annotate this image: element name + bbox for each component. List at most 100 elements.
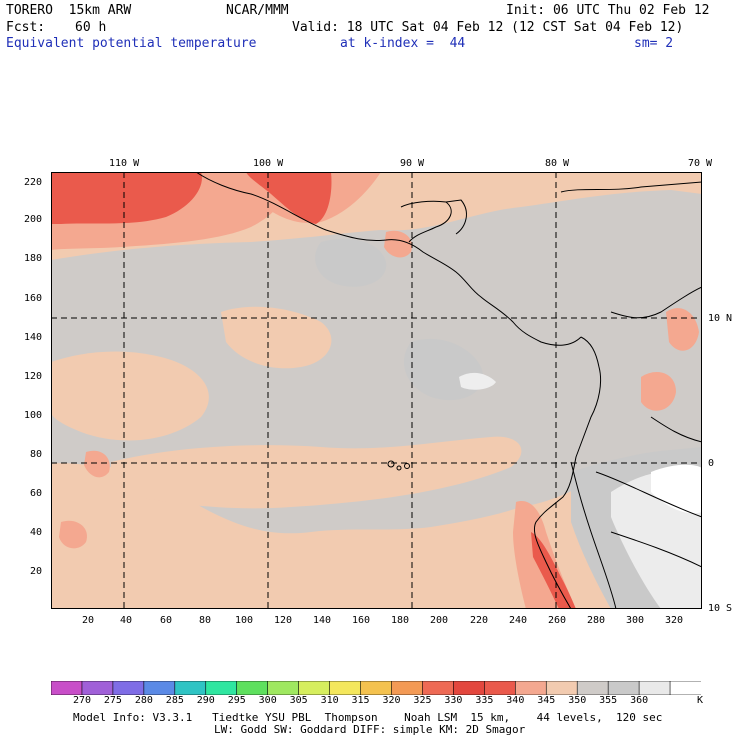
y-tick-label: 20 bbox=[30, 566, 43, 577]
colorbar-swatch bbox=[360, 681, 393, 695]
lon-label-80w: 80 W bbox=[545, 158, 570, 169]
lat-label-10s: 10 S bbox=[708, 603, 733, 614]
field-name: Equivalent potential temperature bbox=[6, 36, 257, 51]
footer-model-info: Model Info: V3.3.1 Tiedtke YSU PBL Thomp… bbox=[73, 711, 663, 724]
x-tick-label: 160 bbox=[352, 615, 371, 626]
colorbar-tick-label: 295 bbox=[227, 695, 246, 706]
colorbar-tick-label: 355 bbox=[599, 695, 618, 706]
colorbar-swatch bbox=[143, 681, 176, 695]
lat-label-equator: 0 bbox=[708, 458, 715, 469]
level-label: at k-index = 44 bbox=[340, 36, 466, 51]
colorbar-tick-label: 350 bbox=[568, 695, 587, 706]
white-patch-gulf bbox=[459, 372, 496, 390]
colorbar-tick-label: 305 bbox=[289, 695, 308, 706]
x-tick-label: 240 bbox=[509, 615, 528, 626]
colorbar-swatch bbox=[514, 681, 548, 695]
colorbar-swatch bbox=[576, 681, 609, 695]
x-tick-label: 100 bbox=[235, 615, 254, 626]
colorbar-tick-label: 325 bbox=[413, 695, 432, 706]
colorbar-tick-label: 270 bbox=[72, 695, 91, 706]
footer-physics: LW: Godd SW: Goddard DIFF: simple KM: 2D… bbox=[214, 723, 526, 736]
colorbar-tick-label: 330 bbox=[444, 695, 463, 706]
colorbar-swatch bbox=[545, 681, 578, 695]
model-title: TORERO 15km ARW bbox=[6, 3, 132, 18]
colorbar-swatch bbox=[236, 681, 269, 695]
lon-label-100w: 100 W bbox=[253, 158, 284, 169]
lon-label-70w: 70 W bbox=[688, 158, 713, 169]
colorbar-swatch bbox=[669, 681, 701, 695]
colorbar-swatch bbox=[607, 681, 640, 695]
colorbar-swatch bbox=[484, 681, 517, 695]
x-tick-label: 320 bbox=[665, 615, 684, 626]
colorbar-tick-label: 335 bbox=[475, 695, 494, 706]
gray-patch-north bbox=[315, 238, 387, 287]
x-tick-label: 280 bbox=[587, 615, 606, 626]
latlon-grid bbox=[51, 172, 702, 609]
colorbar-tick-label: 345 bbox=[537, 695, 556, 706]
colorbar-swatch bbox=[51, 681, 83, 695]
colorbar-swatch bbox=[205, 681, 238, 695]
pink-patch-sw bbox=[59, 520, 87, 549]
peach-patch-west bbox=[51, 351, 209, 441]
colorbar-tick-label: 300 bbox=[258, 695, 277, 706]
colorbar-tick-label: 340 bbox=[506, 695, 525, 706]
y-tick-label: 80 bbox=[30, 449, 43, 460]
forecast-hours: 60 h bbox=[75, 20, 107, 35]
y-tick-label: 60 bbox=[30, 488, 43, 499]
y-tick-label: 200 bbox=[24, 214, 43, 225]
y-tick-label: 40 bbox=[30, 527, 43, 538]
colorbar-tick-label: 360 bbox=[630, 695, 649, 706]
colorbar-swatch bbox=[174, 681, 207, 695]
colorbar-tick-label: 280 bbox=[134, 695, 153, 706]
x-tick-label: 40 bbox=[120, 615, 133, 626]
pink-patch-venezuela bbox=[666, 308, 699, 351]
theta-e-map bbox=[51, 172, 702, 609]
colorbar-swatch bbox=[329, 681, 362, 695]
colorbar-swatch bbox=[391, 681, 424, 695]
y-tick-label: 220 bbox=[24, 177, 43, 188]
colorbar-swatch bbox=[112, 681, 145, 695]
colorbar-tick-label: 275 bbox=[103, 695, 122, 706]
x-tick-label: 260 bbox=[548, 615, 567, 626]
warm-red-peru bbox=[531, 532, 576, 609]
warm-red-nw bbox=[51, 172, 202, 224]
peach-patch-mid bbox=[221, 306, 332, 369]
init-time: Init: 06 UTC Thu 02 Feb 12 bbox=[506, 3, 710, 18]
x-tick-label: 120 bbox=[274, 615, 293, 626]
x-tick-label: 80 bbox=[199, 615, 212, 626]
colorbar-swatch bbox=[298, 681, 331, 695]
colorbar-tick-label: 285 bbox=[165, 695, 184, 706]
colorbar-swatch bbox=[267, 681, 300, 695]
y-tick-label: 180 bbox=[24, 253, 43, 264]
pink-patch-guatemala bbox=[384, 230, 412, 258]
y-tick-label: 100 bbox=[24, 410, 43, 421]
warm-red-mexico-coast bbox=[246, 172, 332, 224]
x-tick-label: 20 bbox=[82, 615, 95, 626]
x-tick-label: 60 bbox=[160, 615, 173, 626]
x-tick-label: 200 bbox=[430, 615, 449, 626]
x-tick-label: 300 bbox=[626, 615, 645, 626]
peach-patch-south bbox=[111, 436, 522, 509]
pink-patch-colombia bbox=[641, 372, 676, 411]
y-tick-label: 120 bbox=[24, 371, 43, 382]
colorbar-swatch bbox=[638, 681, 671, 695]
colorbar-tick-label: 315 bbox=[351, 695, 370, 706]
lon-label-110w: 110 W bbox=[109, 158, 140, 169]
colorbar-swatch bbox=[453, 681, 486, 695]
organization-label: NCAR/MMM bbox=[226, 3, 289, 18]
x-tick-label: 140 bbox=[313, 615, 332, 626]
y-tick-label: 140 bbox=[24, 332, 43, 343]
forecast-label: Fcst: bbox=[6, 20, 46, 35]
x-tick-label: 180 bbox=[391, 615, 410, 626]
colorbar-unit: K bbox=[697, 695, 704, 706]
smoothing-label: sm= 2 bbox=[634, 36, 674, 51]
colorbar-tick-label: 320 bbox=[382, 695, 401, 706]
lon-label-90w: 90 W bbox=[400, 158, 425, 169]
map-frame bbox=[51, 172, 702, 609]
coastlines bbox=[195, 172, 702, 609]
x-tick-label: 220 bbox=[470, 615, 489, 626]
lat-label-10n: 10 N bbox=[708, 313, 733, 324]
colorbar-swatch bbox=[81, 681, 114, 695]
colorbar bbox=[51, 681, 701, 695]
colorbar-tick-label: 310 bbox=[320, 695, 339, 706]
